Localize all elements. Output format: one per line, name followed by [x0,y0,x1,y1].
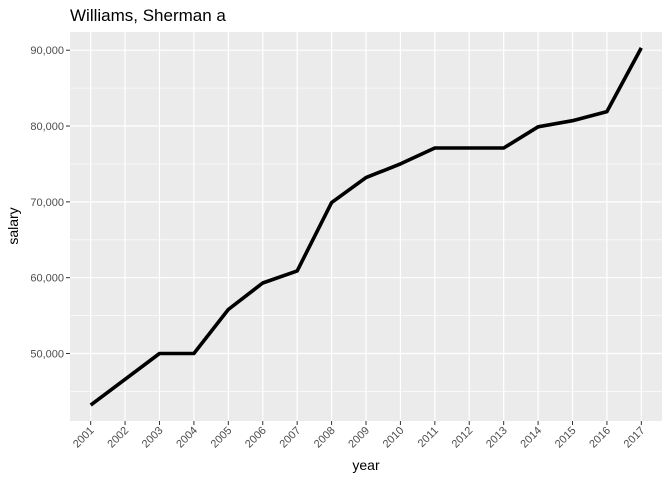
x-tick-label: 2017 [622,425,648,451]
x-tick-label: 2016 [587,425,613,451]
x-tick-label: 2003 [140,425,166,451]
x-tick-label: 2007 [277,425,303,451]
x-tick-label: 2002 [105,425,131,451]
series-layer [89,47,643,407]
x-tick-label: 2010 [381,425,407,451]
x-tick-label: 2005 [209,425,235,451]
y-tick-label: 80,000 [30,121,64,133]
x-tick-label: 2011 [416,425,441,450]
y-tick-label: 50,000 [30,349,64,361]
x-tick-label: 2004 [174,425,200,451]
x-tick-label: 2009 [346,425,372,451]
x-axis: 2001 2002 2003 2004 2005 2006 2007 2008 2009 2010… [71,421,647,450]
x-tick-label: 2015 [553,425,579,451]
y-axis: 50,000 60,000 70,000 80,000 90,000 [30,45,70,361]
x-tick-label: 2012 [450,425,476,451]
x-axis-title: year [352,457,380,473]
major-gridlines [70,32,662,421]
chart-title: Williams, Sherman a [70,6,226,25]
x-tick-label: 2013 [484,425,510,451]
y-tick-label: 90,000 [30,45,64,57]
x-tick-label: 2008 [312,425,338,451]
y-tick-label: 70,000 [30,197,64,209]
x-tick-label: 2006 [243,425,269,451]
x-tick-label: 2001 [71,425,97,451]
y-tick-label: 60,000 [30,273,64,285]
x-tick-label: 2014 [518,425,544,451]
y-axis-title: salary [5,207,21,244]
series-line [89,47,643,407]
